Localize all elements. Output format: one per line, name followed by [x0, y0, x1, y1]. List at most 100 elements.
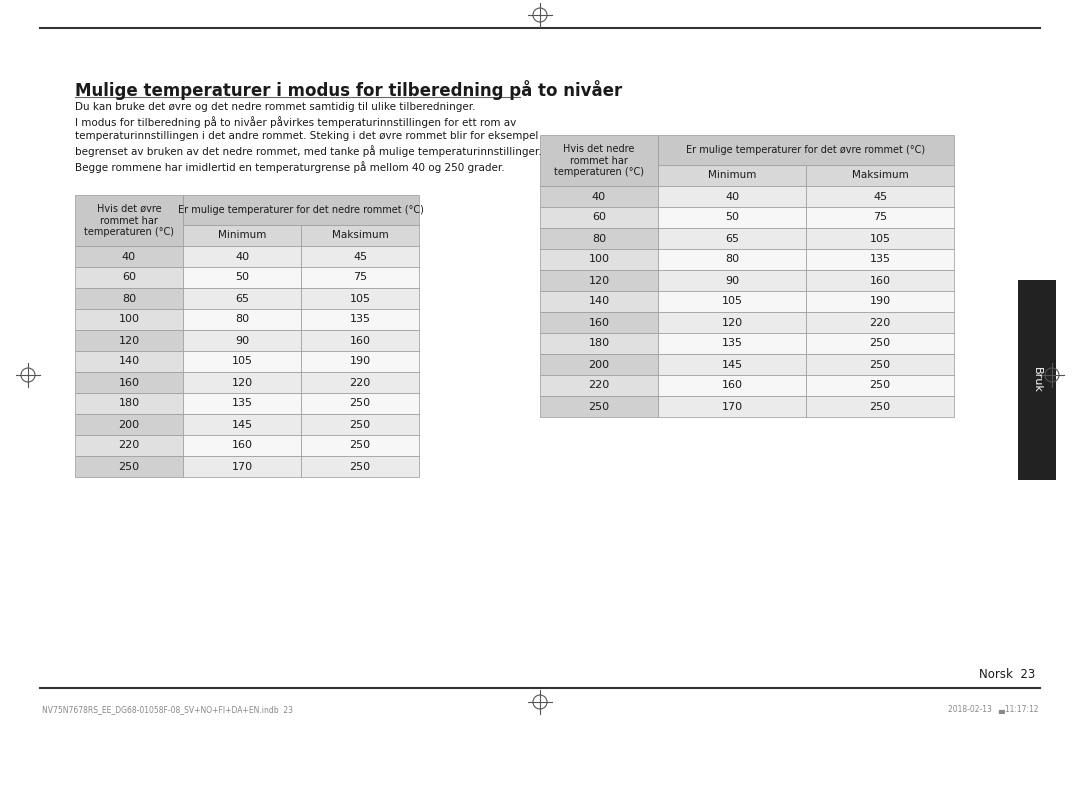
Bar — [658, 396, 806, 417]
Bar — [540, 270, 658, 291]
Text: 90: 90 — [725, 276, 739, 285]
Bar — [1018, 280, 1056, 480]
Text: 120: 120 — [119, 336, 139, 345]
Bar — [806, 333, 954, 354]
Text: 50: 50 — [235, 273, 249, 283]
Text: 140: 140 — [119, 356, 139, 367]
Text: 40: 40 — [592, 191, 606, 201]
Bar — [75, 288, 183, 309]
Text: 160: 160 — [869, 276, 891, 285]
Bar — [658, 186, 806, 207]
Bar — [75, 246, 183, 267]
Bar — [301, 456, 419, 477]
Text: 250: 250 — [350, 461, 370, 472]
Text: 45: 45 — [353, 251, 367, 261]
Text: 135: 135 — [869, 254, 891, 265]
Text: 250: 250 — [869, 381, 891, 390]
Text: 220: 220 — [589, 381, 609, 390]
Text: Maksimum: Maksimum — [332, 231, 389, 240]
Bar — [183, 351, 301, 372]
Bar — [540, 312, 658, 333]
Text: 250: 250 — [350, 398, 370, 408]
Text: Hvis det øvre
rommet har
temperaturen (°C): Hvis det øvre rommet har temperaturen (°… — [84, 204, 174, 237]
Text: 140: 140 — [589, 296, 609, 307]
Bar — [301, 309, 419, 330]
Bar — [183, 414, 301, 435]
Text: 160: 160 — [350, 336, 370, 345]
Text: 220: 220 — [349, 378, 370, 388]
Bar — [658, 228, 806, 249]
Bar — [301, 414, 419, 435]
Bar — [75, 351, 183, 372]
Text: Bruk: Bruk — [1032, 367, 1042, 393]
Text: 180: 180 — [119, 398, 139, 408]
Bar — [301, 351, 419, 372]
Text: 200: 200 — [119, 419, 139, 430]
Bar — [540, 333, 658, 354]
Text: Norsk  23: Norsk 23 — [978, 668, 1035, 681]
Text: NV75N7678RS_EE_DG68-01058F-08_SV+NO+FI+DA+EN.indb  23: NV75N7678RS_EE_DG68-01058F-08_SV+NO+FI+D… — [42, 705, 293, 714]
Text: Minimum: Minimum — [707, 171, 756, 180]
Text: 105: 105 — [231, 356, 253, 367]
Bar — [75, 309, 183, 330]
Bar — [540, 186, 658, 207]
Text: 65: 65 — [235, 294, 249, 303]
Bar — [183, 393, 301, 414]
Bar — [540, 228, 658, 249]
Text: 105: 105 — [721, 296, 743, 307]
Text: 135: 135 — [231, 398, 253, 408]
Text: 250: 250 — [119, 461, 139, 472]
Bar — [806, 207, 954, 228]
Bar — [658, 354, 806, 375]
Bar — [75, 414, 183, 435]
Bar — [806, 396, 954, 417]
Bar — [806, 270, 954, 291]
Text: 145: 145 — [231, 419, 253, 430]
Bar — [658, 333, 806, 354]
Bar — [540, 249, 658, 270]
Text: 120: 120 — [231, 378, 253, 388]
Text: 250: 250 — [869, 401, 891, 412]
Bar — [301, 246, 419, 267]
Text: Er mulige temperaturer for det øvre rommet (°C): Er mulige temperaturer for det øvre romm… — [687, 145, 926, 155]
Bar — [658, 135, 954, 165]
Text: Minimum: Minimum — [218, 231, 266, 240]
Bar — [301, 288, 419, 309]
Bar — [540, 396, 658, 417]
Text: 75: 75 — [873, 213, 887, 223]
Bar — [806, 354, 954, 375]
Text: 250: 250 — [350, 419, 370, 430]
Bar — [75, 267, 183, 288]
Bar — [183, 309, 301, 330]
Bar — [658, 249, 806, 270]
Bar — [658, 312, 806, 333]
Text: 160: 160 — [721, 381, 743, 390]
Text: Hvis det nedre
rommet har
temperaturen (°C): Hvis det nedre rommet har temperaturen (… — [554, 144, 644, 177]
Text: 45: 45 — [873, 191, 887, 201]
Bar — [75, 330, 183, 351]
Bar — [806, 228, 954, 249]
Text: Maksimum: Maksimum — [852, 171, 908, 180]
Bar — [540, 291, 658, 312]
Bar — [301, 435, 419, 456]
Text: 190: 190 — [350, 356, 370, 367]
Bar — [658, 270, 806, 291]
Text: 220: 220 — [119, 441, 139, 450]
Text: 75: 75 — [353, 273, 367, 283]
Text: 40: 40 — [235, 251, 249, 261]
Text: 250: 250 — [589, 401, 609, 412]
Text: 80: 80 — [122, 294, 136, 303]
Bar — [75, 393, 183, 414]
Text: 170: 170 — [231, 461, 253, 472]
Bar — [540, 207, 658, 228]
Bar — [301, 267, 419, 288]
Text: 40: 40 — [725, 191, 739, 201]
Text: 250: 250 — [869, 359, 891, 370]
Text: 2018-02-13   ▄11:17:12: 2018-02-13 ▄11:17:12 — [947, 705, 1038, 714]
Text: 100: 100 — [589, 254, 609, 265]
Text: 145: 145 — [721, 359, 743, 370]
Text: 120: 120 — [589, 276, 609, 285]
Bar — [75, 435, 183, 456]
Text: 80: 80 — [592, 234, 606, 243]
Bar — [183, 435, 301, 456]
